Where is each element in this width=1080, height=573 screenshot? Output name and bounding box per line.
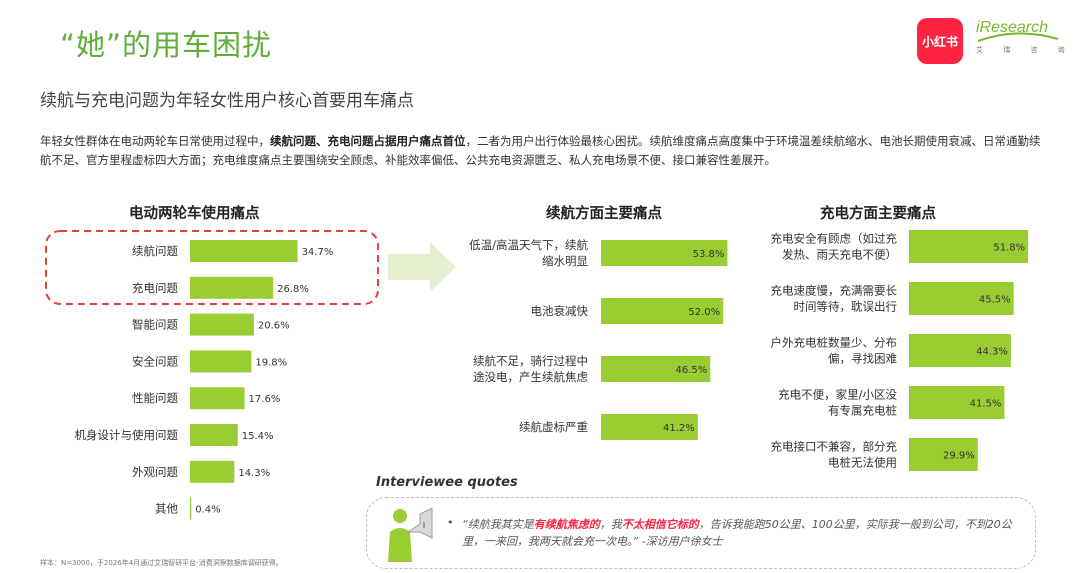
chart2-value-label: 53.8%	[693, 249, 725, 260]
intro-text-2: ，二者为用户出行体验最核心困扰。续航维度痛点高度集中于环境温差续航缩水、电池长期…	[40, 134, 1041, 167]
chart3-bar	[909, 438, 978, 471]
chart1-title: 电动两轮车使用痛点	[129, 206, 260, 222]
megaphone-person-icon	[388, 507, 433, 562]
chart3-bar	[909, 282, 1014, 315]
quote-highlight-1: 有续航焦虑的	[533, 518, 600, 531]
chart3-category-label: 充电速度慢，充满需要长	[771, 284, 898, 298]
chart1-value-label: 26.8%	[277, 284, 309, 295]
chart1-category-label: 安全问题	[132, 354, 178, 368]
xiaohongshu-logo: 小红书	[917, 18, 963, 64]
chart3-value-label: 44.3%	[976, 347, 1008, 358]
chart3-category-label: 电桩无法使用	[828, 456, 897, 470]
chart2-bar	[601, 298, 724, 324]
quote-part-1: “续航我其实是	[462, 518, 534, 531]
footnote: 样本：N=3000，于2026年4月通过艾瑞智研平台-消费洞察数据库调研获得。	[40, 559, 283, 567]
chart2-category-label: 缩水明显	[542, 254, 588, 268]
chart2-category-label: 电池衰减快	[531, 304, 589, 318]
chart3-category-label: 充电接口不兼容，部分充	[771, 440, 898, 454]
chart1-value-label: 19.8%	[255, 357, 287, 368]
iresearch-logo-text: iResearch	[976, 19, 1049, 36]
chart1-category-label: 充电问题	[132, 281, 178, 295]
chart1-value-label: 34.7%	[302, 247, 334, 258]
chart1-bar	[190, 497, 192, 520]
chart1-category-label: 其他	[155, 502, 178, 516]
chart3-bar	[909, 334, 1011, 367]
iresearch-logo: iResearch 艾 瑞 咨 询	[972, 17, 1065, 65]
chart1-value-label: 17.6%	[249, 394, 281, 405]
chart1-bar	[190, 424, 238, 446]
chart1-category-label: 外观问题	[132, 465, 178, 479]
chart2-category-label: 低温/高温天气下，续航	[469, 238, 588, 252]
chart2-value-label: 52.0%	[688, 307, 720, 318]
page-title: “她”的用车困扰	[60, 28, 273, 62]
iresearch-swoosh-icon	[977, 32, 1059, 42]
chart3-category-label: 充电安全有顾虑（如过充	[771, 232, 898, 246]
chart3-value-label: 45.5%	[979, 295, 1011, 306]
chart1-value-label: 20.6%	[258, 321, 290, 332]
chart2-category-label: 续航虚标严重	[519, 420, 588, 434]
chart2-category-label: 途没电，产生续航焦虑	[473, 370, 588, 384]
chart2-bar	[601, 356, 711, 382]
chart1-bar	[190, 240, 298, 262]
chart1-bar	[190, 313, 254, 336]
chart1-value-label: 14.3%	[238, 468, 270, 479]
transition-arrow	[388, 242, 456, 292]
quote-bullet: •	[447, 516, 454, 529]
chart2-title: 续航方面主要痛点	[546, 206, 662, 222]
chart2-category-label: 续航不足，骑行过程中	[473, 354, 588, 368]
iresearch-logo-cn: 艾 瑞 咨 询	[976, 46, 1074, 54]
chart1-category-label: 性能问题	[132, 391, 178, 405]
chart2-bar	[601, 414, 698, 440]
chart1-value-label: 15.4%	[242, 431, 274, 442]
chart3-value-label: 29.9%	[943, 451, 975, 462]
quote-part-2: ，我	[599, 518, 622, 531]
chart1-category-label: 续航问题	[132, 244, 178, 258]
chart1-bar	[190, 276, 274, 299]
chart3-category-label: 户外充电桩数量少、分布	[771, 336, 898, 350]
chart3-title: 充电方面主要痛点	[820, 206, 936, 222]
intro-text-1: 年轻女性群体在电动两轮车日常使用过程中，	[40, 134, 270, 148]
chart2-value-label: 41.2%	[663, 423, 695, 434]
chart1-bar	[190, 460, 235, 483]
chart3-bar	[909, 386, 1005, 419]
chart3-value-label: 51.8%	[993, 243, 1025, 254]
chart3-bar	[909, 230, 1029, 263]
quote-part-3: ，告诉我能跑50公里、100公里，实际我一般到公司，不到20公里，一来回，我两天…	[462, 518, 1012, 548]
quotes-title: Interviewee quotes	[376, 475, 518, 490]
highlight-box	[45, 230, 379, 305]
chart3-value-label: 41.5%	[970, 399, 1002, 410]
chart3-category-label: 发热、雨天充电不便）	[782, 248, 897, 262]
chart2-value-label: 46.5%	[675, 365, 707, 376]
chart1-category-label: 机身设计与使用问题	[75, 428, 179, 442]
chart3-category-label: 充电不便，家里/小区没	[778, 388, 897, 402]
chart1-category-label: 智能问题	[132, 318, 178, 332]
quote-highlight-2: 不太相信它标的	[621, 518, 699, 531]
quote-box	[366, 497, 1036, 569]
chart3-category-label: 有专属充电桩	[828, 404, 897, 418]
chart2-bar	[601, 240, 728, 266]
chart3-category-label: 时间等待，耽误出行	[794, 300, 898, 314]
chart1-value-label: 0.4%	[195, 505, 220, 516]
chart3-category-label: 偏，寻找困难	[828, 352, 897, 366]
intro-highlight: 续航问题、充电问题占据用户痛点首位	[270, 134, 466, 148]
chart1-bar	[190, 350, 252, 373]
page-subtitle: 续航与充电问题为年轻女性用户核心首要用车痛点	[40, 91, 414, 111]
chart1-bar	[190, 387, 245, 410]
intro-paragraph: 年轻女性群体在电动两轮车日常使用过程中，续航问题、充电问题占据用户痛点首位，二者…	[40, 132, 1050, 170]
quote-text: “续航我其实是有续航焦虑的，我不太相信它标的，告诉我能跑50公里、100公里，实…	[462, 516, 1022, 550]
